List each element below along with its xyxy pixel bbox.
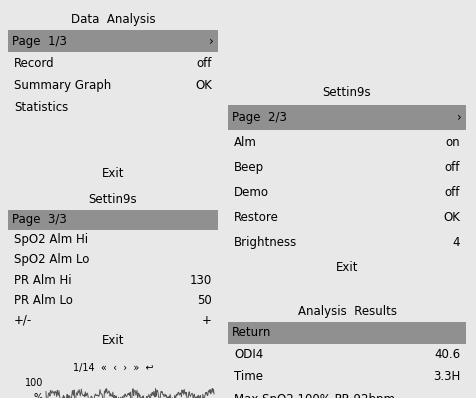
Text: Analysis  Results: Analysis Results [298, 304, 397, 318]
Bar [228, 322, 466, 344]
Text: 100: 100 [25, 378, 43, 388]
Text: 40.6: 40.6 [434, 349, 460, 361]
Text: Data  Analysis: Data Analysis [71, 12, 155, 25]
Text: 50: 50 [197, 293, 212, 306]
Text: off: off [445, 161, 460, 174]
Text: SpO2 Alm Hi: SpO2 Alm Hi [14, 234, 88, 246]
Text: Page  3/3: Page 3/3 [12, 213, 67, 226]
Text: on: on [446, 136, 460, 149]
Text: off: off [197, 57, 212, 70]
Text: ODI4: ODI4 [234, 349, 263, 361]
Text: SpO2 Alm Lo: SpO2 Alm Lo [14, 254, 89, 267]
Text: +/-: +/- [14, 314, 32, 326]
Text: Summary Graph: Summary Graph [14, 78, 111, 92]
Text: OK: OK [443, 211, 460, 224]
Text: Time: Time [234, 371, 263, 384]
Text: Record: Record [14, 57, 55, 70]
Text: Max SpO2 100% PR 92bpm: Max SpO2 100% PR 92bpm [234, 392, 395, 398]
Bar [8, 30, 218, 52]
Text: Exit: Exit [102, 334, 124, 347]
Text: Page  1/3: Page 1/3 [12, 35, 67, 47]
Bar [228, 105, 466, 130]
Text: +: + [202, 314, 212, 326]
Text: Exit: Exit [336, 261, 358, 274]
Bar [8, 210, 218, 230]
Text: Demo: Demo [234, 186, 269, 199]
Text: ›: › [209, 35, 214, 47]
Text: Settin9s: Settin9s [323, 86, 371, 99]
Text: OK: OK [195, 78, 212, 92]
Text: Alm: Alm [234, 136, 257, 149]
Text: %: % [34, 393, 43, 398]
Text: off: off [445, 186, 460, 199]
Text: PR Alm Lo: PR Alm Lo [14, 293, 73, 306]
Text: 1/14  «  ‹  ›  »  ↩: 1/14 « ‹ › » ↩ [73, 363, 153, 373]
Text: Return: Return [232, 326, 271, 339]
Text: ›: › [457, 111, 462, 124]
Text: Settin9s: Settin9s [89, 193, 137, 207]
Text: Exit: Exit [102, 166, 124, 179]
Text: Brightness: Brightness [234, 236, 297, 249]
Text: Statistics: Statistics [14, 101, 68, 113]
Text: Beep: Beep [234, 161, 264, 174]
Text: 3.3H: 3.3H [433, 371, 460, 384]
Text: PR Alm Hi: PR Alm Hi [14, 273, 71, 287]
Text: 130: 130 [190, 273, 212, 287]
Text: 4: 4 [453, 236, 460, 249]
Text: Page  2/3: Page 2/3 [232, 111, 287, 124]
Text: Restore: Restore [234, 211, 279, 224]
